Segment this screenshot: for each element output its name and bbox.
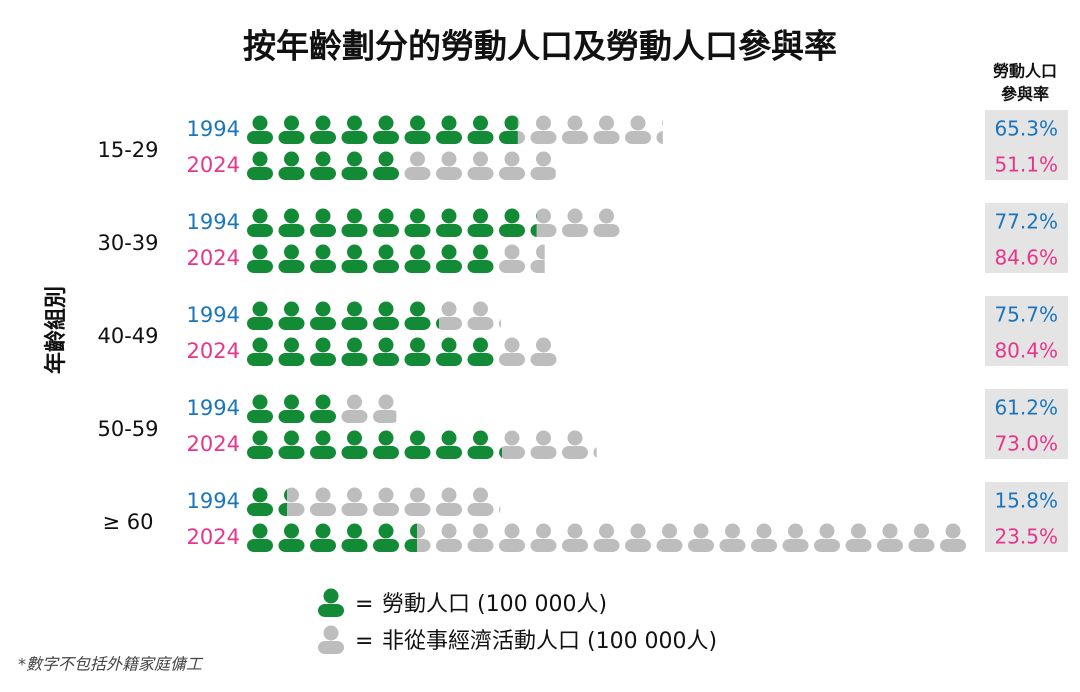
pictogram-bar [439, 301, 501, 330]
rate-label: 51.1% [994, 153, 1058, 177]
group-label: ≥ 60 [103, 510, 154, 534]
pictogram-bar [341, 394, 397, 423]
pictogram-bar [247, 301, 440, 330]
year-label: 1994 [187, 117, 240, 141]
rate-header: 勞動人口 [993, 62, 1057, 81]
legend-label: 勞動人口 (100 000人) [382, 592, 607, 617]
pictogram-bar [247, 487, 288, 516]
rate-box [985, 203, 1068, 273]
group-label: 15-29 [97, 138, 158, 162]
group-label: 50-59 [97, 417, 158, 441]
pictogram-bar [247, 523, 418, 552]
pictogram-bar [287, 487, 501, 516]
rate-label: 65.3% [994, 117, 1058, 141]
rate-label: 80.4% [994, 339, 1058, 363]
legend-label: 非從事經濟活動人口 (100 000人) [382, 629, 717, 654]
rate-box [985, 389, 1068, 459]
year-label: 2024 [187, 246, 240, 270]
legend-icon [318, 625, 344, 654]
pictogram-bar [417, 523, 966, 552]
rate-label: 61.2% [994, 396, 1058, 420]
rate-box [985, 482, 1068, 552]
year-label: 1994 [187, 303, 240, 327]
rate-label: 15.8% [994, 489, 1058, 513]
year-label: 2024 [187, 339, 240, 363]
legend-symbol: = [355, 629, 373, 654]
pictogram-bar [499, 337, 557, 366]
pictogram-bar [499, 244, 545, 273]
rate-box [985, 110, 1068, 180]
pictogram-bar [517, 115, 663, 144]
legend-icon [318, 588, 344, 617]
pictogram-bar [247, 394, 336, 423]
legend-symbol: = [355, 592, 373, 617]
pictogram-bar [536, 208, 620, 237]
rate-label: 73.0% [994, 432, 1058, 456]
pictogram-bar [247, 115, 518, 144]
year-label: 1994 [187, 489, 240, 513]
pictogram-bar [247, 151, 399, 180]
group-label: 30-39 [97, 231, 158, 255]
y-axis-label: 年齡組別 [43, 286, 69, 374]
footnote: *數字不包括外籍家庭傭工 [18, 655, 204, 674]
rate-label: 84.6% [994, 246, 1058, 270]
rate-label: 23.5% [994, 525, 1058, 549]
pictogram-bar [404, 151, 556, 180]
rate-header: 參與率 [1001, 85, 1049, 104]
year-label: 1994 [187, 210, 240, 234]
pictogram-bar [502, 430, 597, 459]
pictogram-bar [247, 430, 503, 459]
rate-label: 77.2% [994, 210, 1058, 234]
year-label: 2024 [187, 432, 240, 456]
group-label: 40-49 [97, 324, 158, 348]
chart-title: 按年齡劃分的勞動人口及勞動人口參與率 [243, 27, 837, 66]
year-label: 2024 [187, 153, 240, 177]
rate-box [985, 296, 1068, 366]
pictogram-bar [247, 244, 494, 273]
year-label: 2024 [187, 525, 240, 549]
pictogram-bar [247, 337, 494, 366]
pictogram-bar [247, 208, 537, 237]
year-label: 1994 [187, 396, 240, 420]
rate-label: 75.7% [994, 303, 1058, 327]
